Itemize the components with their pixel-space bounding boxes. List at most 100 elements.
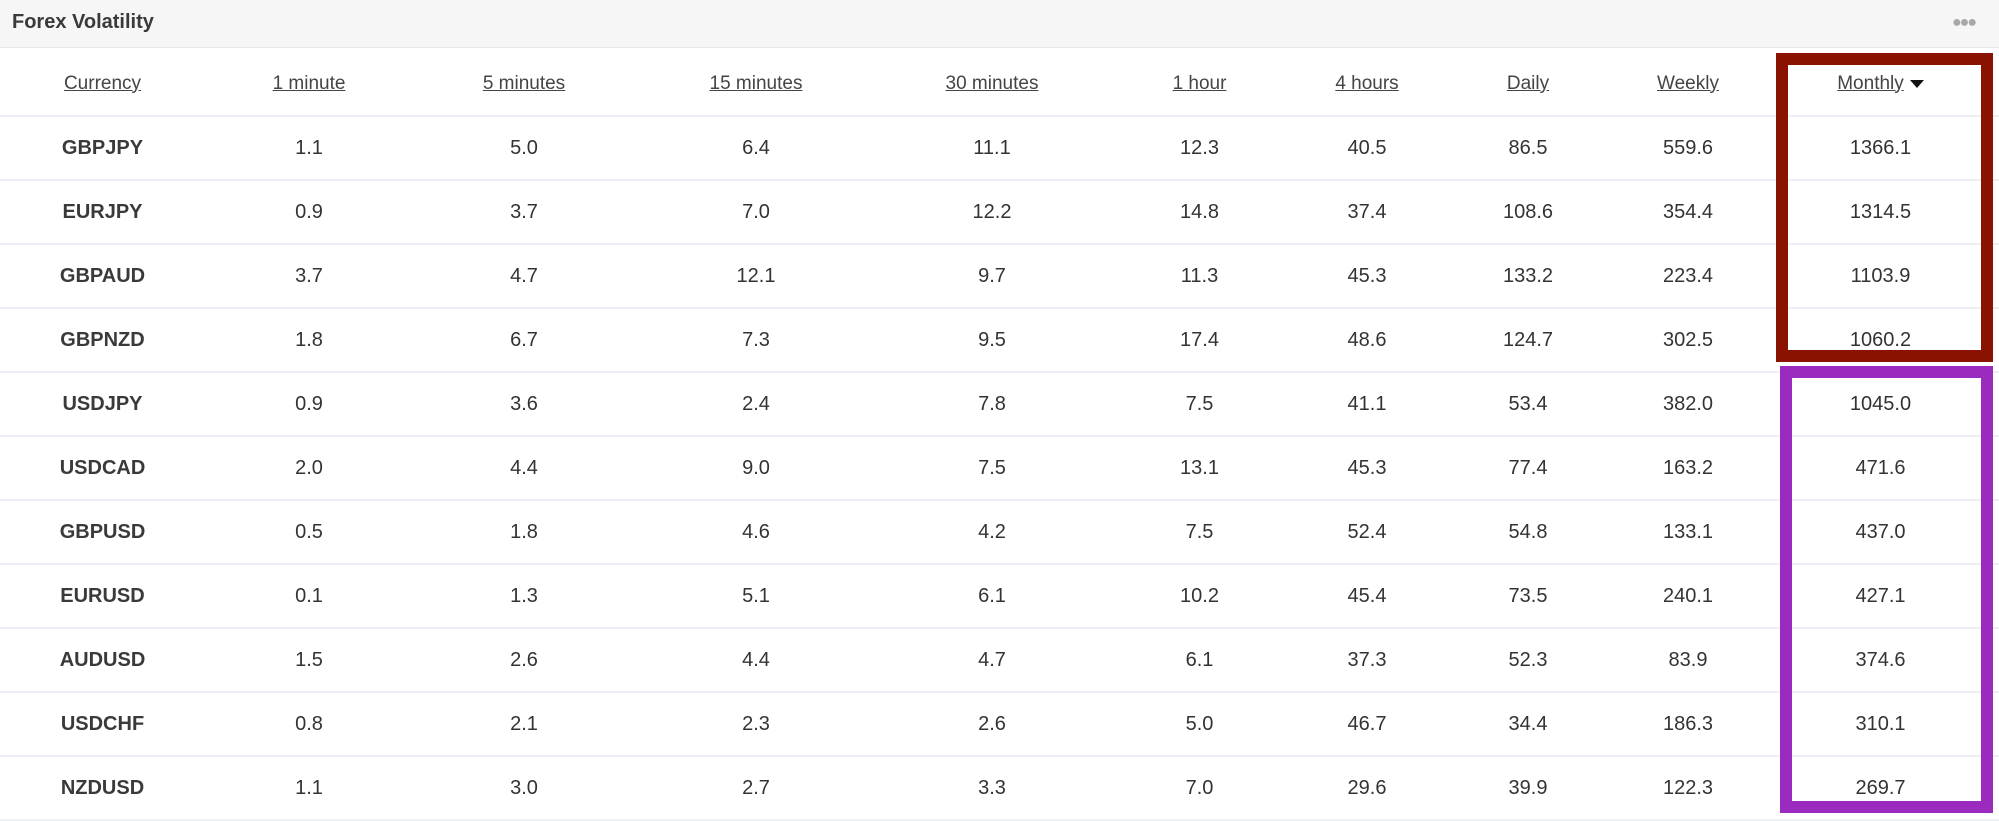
column-header-1-minute[interactable]: 1 minute — [205, 52, 413, 115]
volatility-value: 240.1 — [1662, 584, 1714, 607]
volatility-value: 437.0 — [1855, 520, 1906, 543]
volatility-value: 6.1 — [1185, 648, 1214, 671]
volatility-value: 2.4 — [742, 392, 770, 415]
volatility-value: 77.4 — [1508, 456, 1548, 479]
column-header-1-hour[interactable]: 1 hour — [1107, 52, 1292, 115]
column-header-label: 1 hour — [1172, 72, 1227, 94]
column-header-label: 5 minutes — [482, 72, 566, 94]
volatility-value: 45.4 — [1347, 584, 1387, 607]
volatility-value: 4.7 — [978, 648, 1006, 671]
sort-desc-icon — [1909, 79, 1924, 88]
volatility-value: 1.1 — [295, 136, 323, 159]
volatility-value: 2.0 — [295, 456, 323, 479]
volatility-value: 29.6 — [1347, 776, 1387, 799]
volatility-value: 1.5 — [295, 648, 323, 671]
volatility-value: 12.3 — [1180, 136, 1219, 159]
more-horizontal-icon[interactable]: ●●● — [1952, 14, 1977, 31]
volatility-value: 4.7 — [510, 264, 538, 287]
volatility-value: 40.5 — [1347, 136, 1387, 159]
volatility-value: 10.2 — [1180, 584, 1219, 607]
column-header-label: Currency — [63, 72, 142, 94]
volatility-value: 46.7 — [1347, 712, 1387, 735]
column-header-currency[interactable]: Currency — [0, 52, 205, 115]
volatility-value: 7.0 — [742, 200, 770, 223]
column-header-30-minutes[interactable]: 30 minutes — [877, 52, 1107, 115]
volatility-value: 133.1 — [1662, 520, 1714, 543]
table-row: GBPAUD 3.7 4.7 12.1 9.7 11.3 45.3 133.2 223.4 110… — [0, 245, 1999, 309]
volatility-value: 427.1 — [1855, 584, 1906, 607]
column-header-weekly[interactable]: Weekly — [1614, 52, 1762, 115]
volatility-value: 14.8 — [1180, 200, 1219, 223]
currency-pair: EURUSD — [60, 584, 145, 607]
currency-pair: GBPAUD — [59, 264, 146, 287]
volatility-value: 45.3 — [1347, 456, 1387, 479]
volatility-value: 5.0 — [1185, 712, 1214, 735]
column-header-monthly[interactable]: Monthly — [1762, 52, 1999, 115]
volatility-value: 1060.2 — [1849, 328, 1912, 351]
volatility-value: 1366.1 — [1849, 136, 1912, 159]
volatility-value: 17.4 — [1180, 328, 1219, 351]
table-row: AUDUSD 1.5 2.6 4.4 4.7 6.1 37.3 52.3 83.9 374.6 — [0, 629, 1999, 693]
volatility-value: 4.4 — [742, 648, 770, 671]
column-header-label: Monthly — [1837, 72, 1904, 94]
volatility-value: 2.6 — [978, 712, 1006, 735]
table-row: USDJPY 0.9 3.6 2.4 7.8 7.5 41.1 53.4 382.0 1045.0 — [0, 373, 1999, 437]
volatility-value: 310.1 — [1855, 712, 1906, 735]
column-header-daily[interactable]: Daily — [1442, 52, 1614, 115]
volatility-value: 124.7 — [1502, 328, 1554, 351]
volatility-value: 9.7 — [978, 264, 1006, 287]
volatility-value: 1.8 — [295, 328, 323, 351]
volatility-value: 7.5 — [1185, 520, 1214, 543]
column-header-4-hours[interactable]: 4 hours — [1292, 52, 1442, 115]
table-row: USDCAD 2.0 4.4 9.0 7.5 13.1 45.3 77.4 163.2 471.6 — [0, 437, 1999, 501]
volatility-value: 37.3 — [1347, 648, 1387, 671]
volatility-value: 382.0 — [1662, 392, 1714, 415]
volatility-value: 9.0 — [742, 456, 770, 479]
volatility-value: 12.1 — [736, 264, 776, 287]
volatility-value: 6.1 — [978, 584, 1006, 607]
volatility-value: 269.7 — [1855, 776, 1906, 799]
table-row: USDCHF 0.8 2.1 2.3 2.6 5.0 46.7 34.4 186.3 310.1 — [0, 693, 1999, 757]
volatility-value: 0.9 — [295, 200, 323, 223]
volatility-value: 3.7 — [510, 200, 538, 223]
volatility-value: 54.8 — [1508, 520, 1548, 543]
currency-pair: USDJPY — [62, 392, 143, 415]
volatility-value: 133.2 — [1502, 264, 1554, 287]
volatility-value: 3.0 — [510, 776, 538, 799]
volatility-value: 6.4 — [742, 136, 770, 159]
column-header-label: Weekly — [1657, 72, 1719, 94]
volatility-value: 6.7 — [510, 328, 538, 351]
volatility-value: 4.2 — [978, 520, 1006, 543]
volatility-value: 1314.5 — [1849, 200, 1912, 223]
table-row: GBPNZD 1.8 6.7 7.3 9.5 17.4 48.6 124.7 302.5 1060… — [0, 309, 1999, 373]
volatility-value: 354.4 — [1662, 200, 1714, 223]
table-header-row: Currency 1 minute 5 minutes 15 minutes 30 mi… — [0, 52, 1999, 117]
volatility-value: 0.8 — [295, 712, 323, 735]
volatility-value: 45.3 — [1347, 264, 1387, 287]
volatility-value: 12.2 — [972, 200, 1012, 223]
volatility-value: 4.6 — [742, 520, 770, 543]
table-row: EURUSD 0.1 1.3 5.1 6.1 10.2 45.4 73.5 240.1 427.1 — [0, 565, 1999, 629]
table-row: NZDUSD 1.1 3.0 2.7 3.3 7.0 29.6 39.9 122.3 269.7 — [0, 757, 1999, 821]
volatility-value: 186.3 — [1662, 712, 1714, 735]
volatility-value: 374.6 — [1855, 648, 1906, 671]
volatility-value: 1.3 — [510, 584, 538, 607]
column-header-label: 4 hours — [1335, 72, 1399, 94]
currency-pair: GBPNZD — [60, 328, 145, 351]
currency-pair: USDCAD — [59, 456, 146, 479]
volatility-value: 163.2 — [1662, 456, 1714, 479]
volatility-value: 0.5 — [295, 520, 323, 543]
volatility-value: 3.3 — [978, 776, 1006, 799]
volatility-value: 34.4 — [1508, 712, 1548, 735]
volatility-value: 1103.9 — [1850, 264, 1911, 287]
volatility-value: 302.5 — [1662, 328, 1714, 351]
volatility-value: 48.6 — [1347, 328, 1387, 351]
volatility-value: 41.1 — [1347, 392, 1387, 415]
column-header-5-minutes[interactable]: 5 minutes — [413, 52, 635, 115]
volatility-value: 471.6 — [1855, 456, 1906, 479]
volatility-value: 559.6 — [1662, 136, 1714, 159]
volatility-value: 0.9 — [295, 392, 323, 415]
volatility-value: 52.3 — [1508, 648, 1548, 671]
currency-pair: AUDUSD — [59, 648, 146, 671]
column-header-15-minutes[interactable]: 15 minutes — [635, 52, 877, 115]
